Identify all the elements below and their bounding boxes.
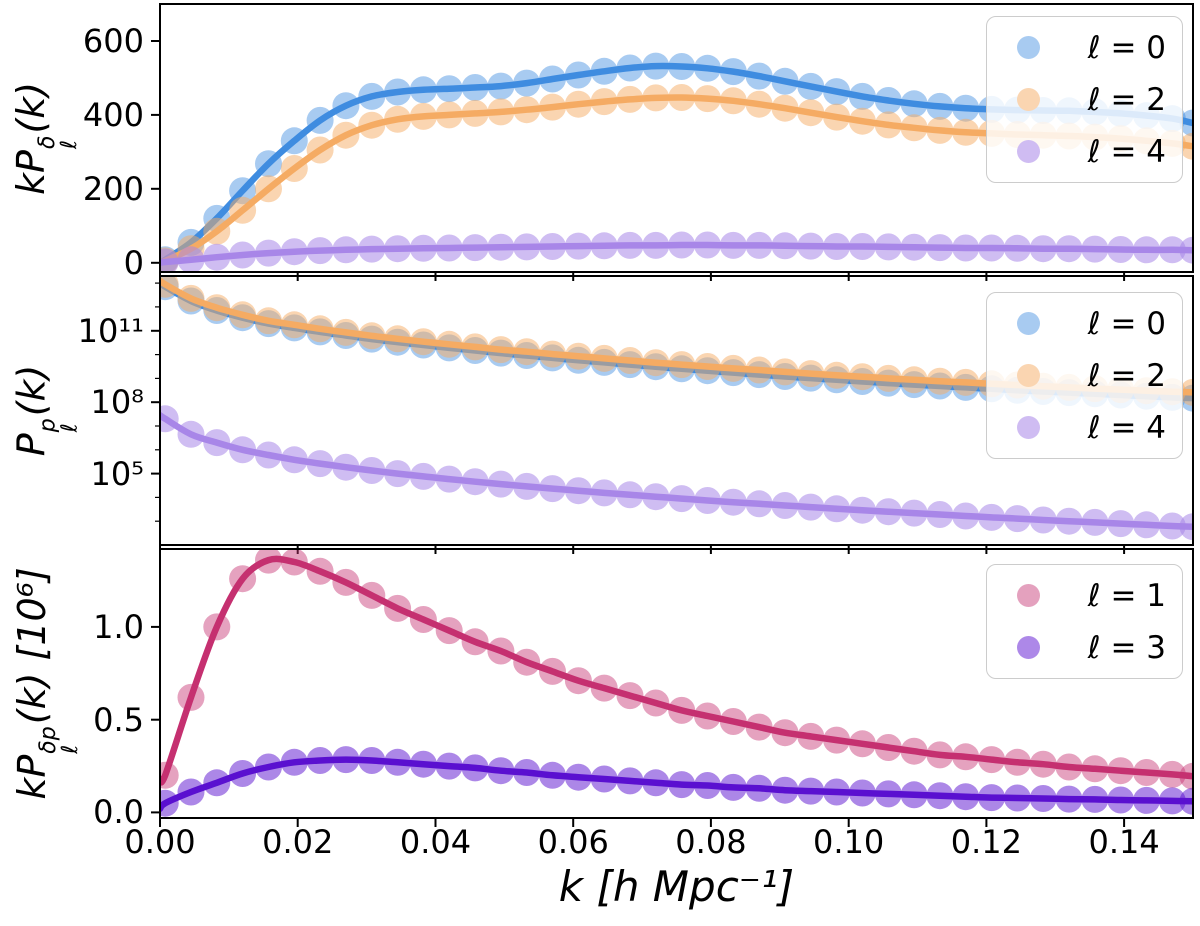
legend-item: ℓ = 3 [1005, 627, 1166, 668]
x-tick-label: 0.10 [813, 823, 885, 861]
legend-marker-circle [1017, 312, 1040, 335]
legend-item: ℓ = 2 [1005, 355, 1166, 396]
x-tick-label: 0.12 [950, 823, 1023, 861]
x-tick-label: 0.08 [675, 823, 747, 861]
panel-bottom: ℓ = 1 ℓ = 3 [151, 548, 1194, 827]
legend-marker-circle [1017, 364, 1040, 387]
middle-border [159, 275, 1194, 546]
y-tick-label: 200 [82, 169, 144, 208]
legend-marker-circle [1017, 416, 1040, 439]
series-ℓ = 4-line [160, 241, 1193, 267]
y-tick-label: 0.5 [93, 700, 144, 739]
legend-label: ℓ = 4 [1087, 409, 1166, 446]
y-axis-label-bottom: kP δp ℓ (k) [10⁶] [0, 549, 92, 818]
legend-label: ℓ = 3 [1087, 629, 1166, 666]
legend-item: ℓ = 0 [1005, 303, 1166, 344]
y-axis-label-bottom-text: kP δp ℓ (k) [10⁶] [9, 567, 83, 800]
legend-item: ℓ = 2 [1005, 79, 1166, 120]
bottom-data-area [160, 549, 1193, 817]
legend-marker-circle [1017, 140, 1040, 163]
legend-marker-circle [1017, 36, 1040, 59]
legend-label: ℓ = 1 [1087, 577, 1166, 614]
y-tick-label: 400 [82, 95, 144, 134]
legend-top: ℓ = 0 ℓ = 2 ℓ = 4 [986, 16, 1183, 183]
x-tick-label: 0.06 [537, 823, 609, 861]
legend-marker-circle [1017, 636, 1040, 659]
x-tick-label: 0.14 [1088, 823, 1160, 861]
top-border [159, 3, 1194, 273]
legend-item: ℓ = 4 [1005, 407, 1166, 448]
y-tick-label: 1.0 [93, 607, 144, 646]
panel-middle: ℓ = 0 ℓ = 2 ℓ = 4 [151, 275, 1194, 554]
y-tick-label: 10¹¹ [77, 311, 144, 350]
legend-label: ℓ = 2 [1087, 357, 1166, 394]
y-tick-label: 600 [82, 21, 144, 60]
series-ℓ = 1-line [160, 555, 1193, 786]
x-axis-label: k [h Mpc⁻¹] [558, 862, 795, 911]
y-tick-label: 10⁸ [90, 383, 144, 422]
x-tick-label: 0.02 [262, 823, 334, 861]
panel-top: ℓ = 0 ℓ = 2 ℓ = 4 [151, 3, 1194, 281]
legend-item: ℓ = 4 [1005, 131, 1166, 172]
x-tick-label: 0.00 [124, 823, 196, 861]
series-ℓ = 4-line [160, 412, 1193, 530]
y-tick-label: 0.0 [93, 793, 144, 832]
series-ℓ = 3-line [160, 756, 1193, 812]
legend-label: ℓ = 4 [1087, 133, 1166, 170]
legend-bottom: ℓ = 1 ℓ = 3 [986, 564, 1183, 679]
legend-middle: ℓ = 0 ℓ = 2 ℓ = 4 [986, 292, 1183, 459]
x-tick-label: 0.04 [399, 823, 472, 861]
legend-item: ℓ = 0 [1005, 27, 1166, 68]
legend-marker-circle [1017, 584, 1040, 607]
y-tick-label: 0 [123, 243, 144, 282]
legend-label: ℓ = 2 [1087, 81, 1166, 118]
bottom-panel-plot [151, 548, 1194, 827]
legend-item: ℓ = 1 [1005, 575, 1166, 616]
legend-label: ℓ = 0 [1087, 305, 1166, 342]
bottom-border [159, 548, 1194, 819]
legend-label: ℓ = 0 [1087, 29, 1166, 66]
y-tick-label: 10⁵ [90, 454, 144, 493]
legend-marker-circle [1017, 88, 1040, 111]
